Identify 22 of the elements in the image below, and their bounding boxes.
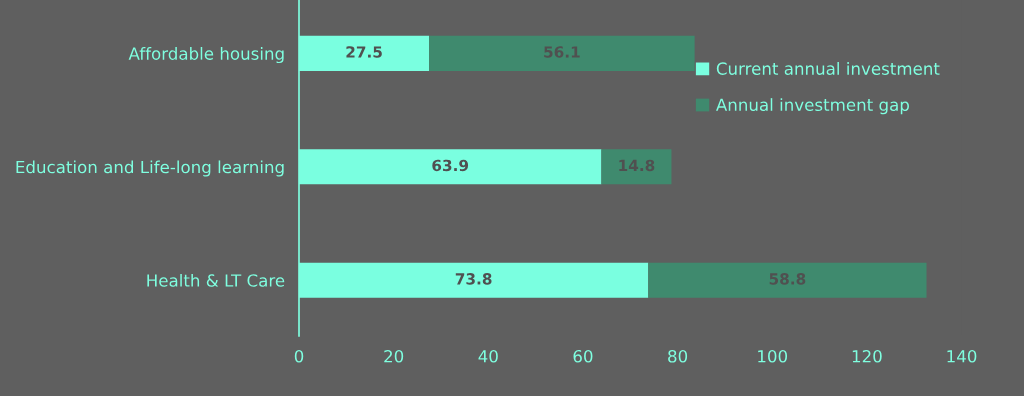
y-tick-label: Affordable housing bbox=[128, 46, 284, 64]
data-label: 56.1 bbox=[544, 46, 580, 58]
bar bbox=[648, 262, 927, 298]
data-label: 27.5 bbox=[346, 46, 382, 58]
y-tick-label: Health & LT Care bbox=[147, 273, 285, 287]
legend-label: Annual investment gap bbox=[716, 98, 909, 115]
bar bbox=[601, 149, 672, 185]
x-tick-label: 60 bbox=[573, 349, 593, 363]
x-tick-label: 80 bbox=[668, 349, 688, 363]
bar bbox=[429, 35, 695, 71]
data-label: 14.8 bbox=[619, 159, 655, 172]
x-tick-label: 40 bbox=[478, 349, 498, 363]
x-tick-label: 120 bbox=[852, 349, 882, 363]
data-label: 58.8 bbox=[769, 273, 806, 285]
x-tick-label: 20 bbox=[384, 349, 404, 363]
x-tick-label: 140 bbox=[947, 349, 977, 363]
x-tick-label: 0 bbox=[294, 349, 304, 363]
legend-label: Current annual investment bbox=[716, 62, 940, 75]
data-label: 63.9 bbox=[432, 159, 469, 172]
y-tick-label: Education and Life-long learning bbox=[16, 160, 284, 177]
data-label: 73.8 bbox=[455, 273, 492, 285]
x-tick-label: 100 bbox=[758, 349, 788, 363]
